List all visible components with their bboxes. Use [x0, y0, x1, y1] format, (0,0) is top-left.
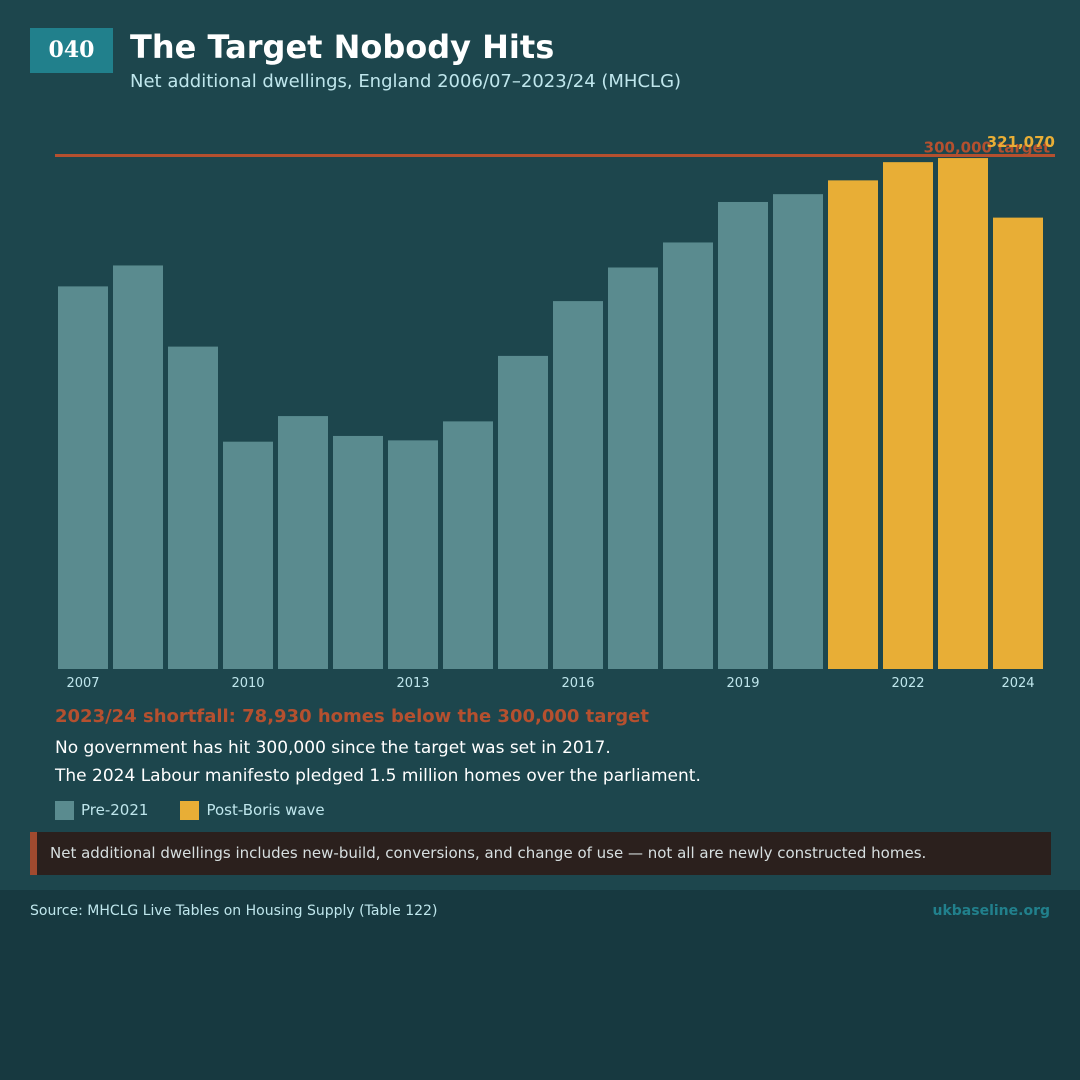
bar-2020	[773, 194, 823, 669]
page-title: The Target Nobody Hits	[130, 28, 555, 66]
note-line-1: No government has hit 300,000 since the …	[55, 738, 611, 758]
shortfall-headline: 2023/24 shortfall: 78,930 homes below th…	[55, 706, 649, 727]
bar-2023	[938, 158, 988, 669]
issue-badge: 040	[30, 28, 113, 73]
bar-2015	[498, 355, 548, 669]
bar-2021	[828, 180, 878, 670]
x-tick-label-2010: 2010	[231, 676, 264, 691]
note-line-2: The 2024 Labour manifesto pledged 1.5 mi…	[55, 766, 701, 786]
x-tick-label-2022: 2022	[891, 676, 924, 691]
x-tick-label-2024: 2024	[1001, 676, 1034, 691]
bar-2019	[718, 201, 768, 669]
bar-2008	[113, 265, 163, 669]
x-tick-label-2013: 2013	[396, 676, 429, 691]
legend-swatch-post-boris	[180, 800, 200, 820]
bar-2014	[443, 421, 493, 669]
bar-2010	[223, 441, 273, 669]
legend-label-post-boris: Post-Boris wave	[206, 801, 325, 819]
bar-2024	[993, 217, 1043, 670]
bar-2013	[388, 440, 438, 669]
bar-2007	[58, 286, 108, 669]
x-tick-label-2007: 2007	[66, 676, 99, 691]
source-note: Source: MHCLG Live Tables on Housing Sup…	[30, 903, 438, 919]
bar-2012	[333, 435, 383, 669]
page-subtitle: Net additional dwellings, England 2006/0…	[130, 71, 682, 92]
bar-2016	[553, 301, 603, 669]
legend-swatch-pre-2021	[55, 800, 74, 820]
legend-item-pre-2021: Pre-2021	[55, 800, 149, 820]
site-link[interactable]: ukbaseline.org	[932, 903, 1051, 919]
legend-item-post-boris: Post-Boris wave	[180, 800, 325, 820]
chart-legend: Pre-2021 Post-Boris wave	[55, 800, 357, 820]
target-label: 300,000 target	[924, 138, 1050, 156]
bar-2009	[168, 346, 218, 669]
footer: Source: MHCLG Live Tables on Housing Sup…	[0, 890, 1080, 1080]
x-tick-label-2019: 2019	[726, 676, 759, 691]
bar-2011	[278, 416, 328, 669]
x-tick-label-2016: 2016	[561, 676, 594, 691]
definition-callout: Net additional dwellings includes new-bu…	[30, 832, 1051, 875]
bar-2018	[663, 242, 713, 669]
legend-label-pre-2021: Pre-2021	[81, 801, 149, 819]
bar-2017	[608, 267, 658, 669]
peak-value-label: 321,070	[987, 133, 1055, 151]
bar-2022	[883, 162, 933, 669]
